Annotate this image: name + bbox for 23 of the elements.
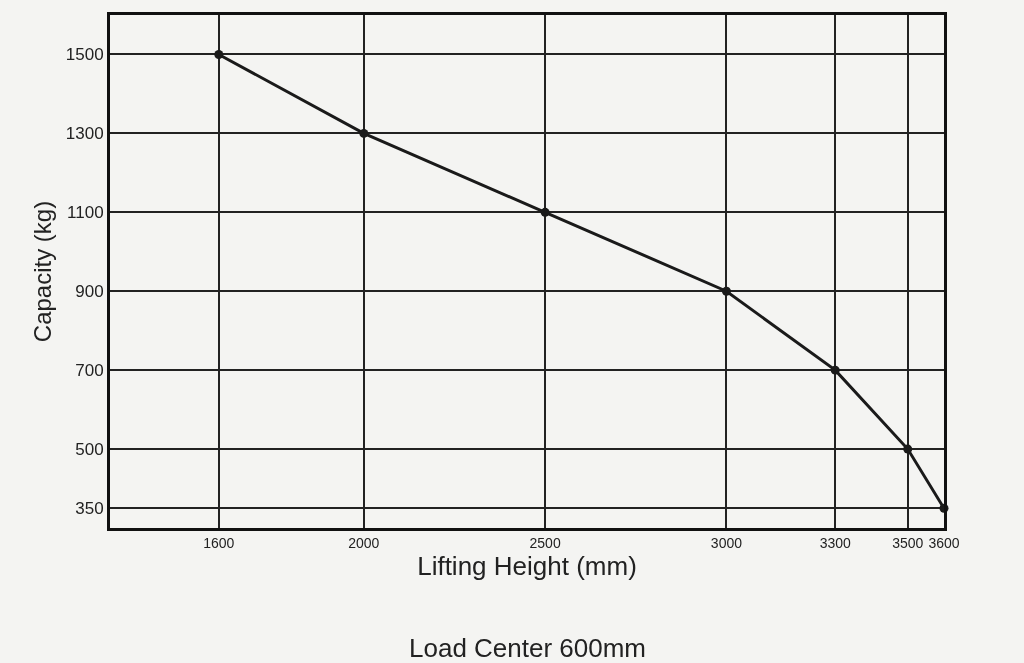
x-tick-label: 2000 [348,534,380,551]
point [830,365,840,375]
text: Load Center 600mm [409,633,647,663]
y-tick-label: 1100 [67,203,104,223]
y-axis-title: Capacity (kg) [28,200,56,343]
y-tick-label: 350 [75,499,104,519]
x-tick-label: 2500 [529,534,561,551]
x-tick-label: 3000 [710,534,743,551]
x-tick-label: 3300 [819,534,851,551]
point [903,444,913,454]
x-tick-label: 3500 [892,534,924,551]
point [214,49,224,59]
x-axis-title: Lifting Height (mm) [417,550,637,581]
y-tick-label: 1500 [65,45,104,65]
point [540,207,550,217]
x-tick-label: 1600 [203,534,235,551]
x-tick-label: 3600 [928,534,960,551]
point [721,286,731,296]
y-tick-label: 900 [75,282,104,302]
y-tick-label: 500 [75,440,104,460]
y-tick-label: 1300 [65,124,104,144]
y-tick-label: 700 [75,361,104,381]
point [359,128,369,138]
